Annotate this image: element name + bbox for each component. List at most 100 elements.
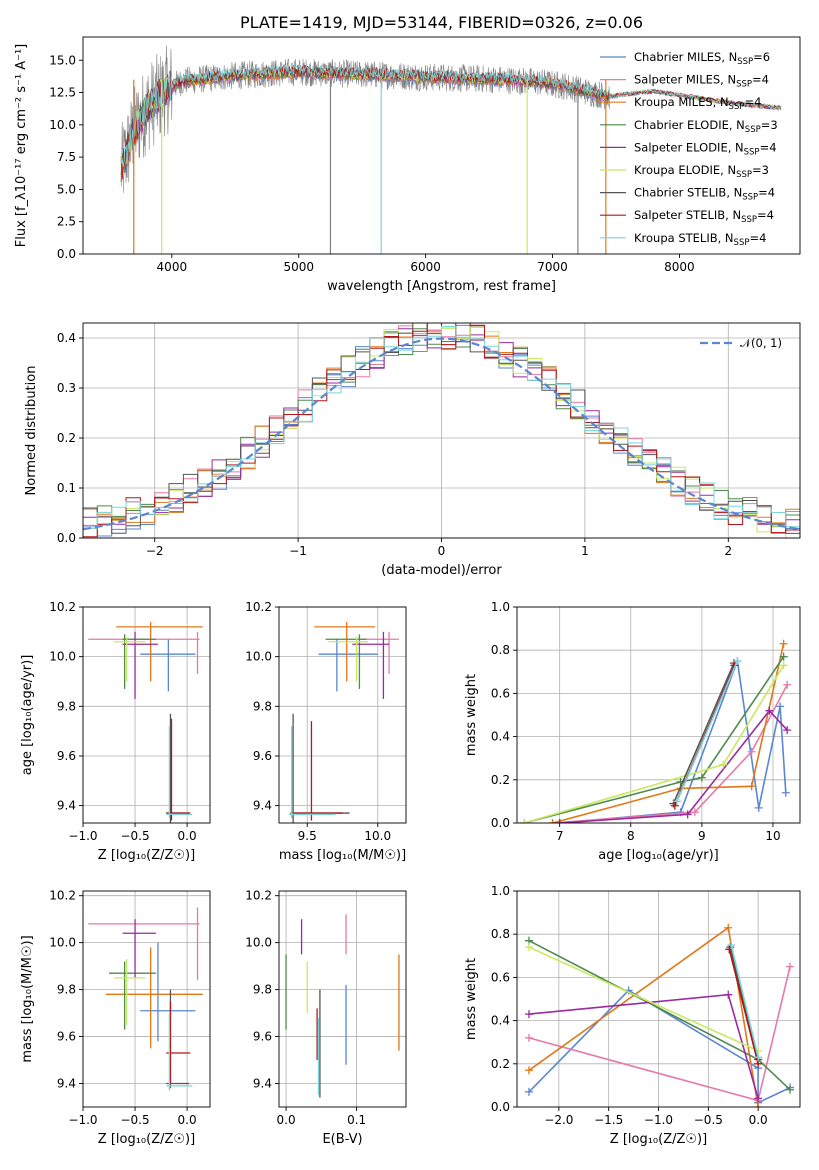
- x-tick-label: 0.0: [277, 1113, 296, 1127]
- y-tick-label: 0.1: [57, 481, 76, 495]
- weight-series-line: [559, 660, 787, 823]
- legend-label-main: Kroupa MILES, N: [634, 95, 729, 109]
- y-tick-label: 9.8: [253, 699, 272, 713]
- weight-series-line: [559, 709, 788, 823]
- chart-title: PLATE=1419, MJD=53144, FIBERID=0326, z=0…: [240, 13, 643, 32]
- weight-marker: [754, 1103, 763, 1107]
- axes-frame: [516, 890, 801, 1108]
- axes-frame: [82, 36, 801, 255]
- axes-frame: [82, 890, 211, 1108]
- weight-marker: [754, 1094, 763, 1103]
- y-tick-label: 15.0: [49, 53, 76, 67]
- weight-marker: [727, 941, 736, 949]
- weight-marker: [754, 803, 763, 812]
- weight-marker: [779, 661, 788, 670]
- y-tick-label: 9.4: [253, 1077, 272, 1091]
- weight-marker: [779, 652, 788, 661]
- x-tick-label: 10.0: [364, 829, 391, 843]
- y-tick-label: 0.0: [491, 1100, 510, 1114]
- x-axis-label: (data-model)/error: [381, 563, 502, 578]
- axes-frame: [516, 606, 801, 824]
- x-tick-label: 6000: [410, 260, 441, 274]
- legend-label: Chabrier MILES, NSSP=6: [634, 50, 770, 67]
- plot-area-spectrum: [120, 45, 782, 254]
- legend-label: Kroupa ELODIE, NSSP=3: [634, 163, 769, 180]
- weight-marker: [747, 782, 756, 791]
- y-tick-label: 10.0: [245, 936, 272, 950]
- weight-marker: [776, 702, 785, 711]
- weight-series-line: [552, 643, 785, 823]
- weight-marker: [672, 797, 681, 806]
- y-tick-label: 0.4: [57, 331, 76, 345]
- x-axis-label: E(B-V): [322, 1132, 362, 1147]
- x-tick-label: 7: [556, 829, 564, 843]
- weight-marker: [786, 962, 795, 971]
- legend-label-main: Chabrier MILES, N: [634, 50, 737, 64]
- weight-marker: [786, 1085, 795, 1094]
- y-axis-label: age [log₁₀(age/yr)]: [20, 655, 35, 776]
- y-tick-label: 0.0: [57, 531, 76, 545]
- x-tick-label: 0.0: [749, 1113, 768, 1127]
- weight-series-line: [528, 989, 791, 1104]
- legend-label-n: =3: [761, 118, 778, 132]
- weight-marker: [733, 657, 742, 665]
- normal-curve: [83, 337, 800, 531]
- weight-marker: [520, 819, 529, 823]
- model-spectrum-line: [120, 63, 610, 168]
- legend-label-n: =6: [753, 50, 770, 64]
- weight-marker: [524, 1066, 533, 1075]
- y-axis-label: Flux [f_λ10⁻¹⁷ erg cm⁻² s⁻¹ A⁻¹]: [14, 44, 29, 248]
- y-tick-label: 10.0: [49, 936, 76, 950]
- legend-label-sub: SSP: [734, 238, 750, 248]
- weight-marker: [690, 808, 699, 817]
- y-tick-label: 0.4: [491, 1014, 510, 1028]
- y-tick-label: 10.0: [49, 118, 76, 132]
- weight-marker: [724, 923, 733, 932]
- legend-label-main: Salpeter MILES, N: [634, 73, 736, 87]
- y-tick-label: 10.2: [245, 889, 272, 903]
- legend-label: Chabrier ELODIE, NSSP=3: [634, 118, 778, 135]
- weight-marker: [555, 819, 564, 823]
- x-axis-label: Z [log₁₀(Z/Z☉)]: [98, 848, 195, 863]
- weight-marker: [524, 943, 533, 952]
- y-tick-label: 9.4: [253, 799, 272, 813]
- weight-series-line: [730, 944, 759, 1058]
- y-tick-label: 10.2: [245, 600, 272, 614]
- y-tick-label: 9.8: [57, 983, 76, 997]
- y-tick-label: 0.6: [491, 970, 510, 984]
- legend-label-sub: SSP: [742, 193, 758, 203]
- y-tick-label: 9.4: [57, 799, 76, 813]
- x-tick-label: −1.0: [68, 829, 97, 843]
- x-axis-label: wavelength [Angstrom, rest frame]: [327, 279, 556, 294]
- legend-label-sub: SSP: [744, 147, 760, 157]
- x-tick-label: 9.5: [298, 829, 317, 843]
- weight-marker: [781, 788, 790, 797]
- legend-label-n: =3: [752, 163, 769, 177]
- weight-marker: [783, 726, 792, 735]
- legend-label-n: =4: [752, 73, 769, 87]
- weight-series-line: [728, 949, 759, 1064]
- y-tick-label: 0.0: [491, 816, 510, 830]
- y-tick-label: 9.6: [57, 1030, 76, 1044]
- y-tick-label: 0.3: [57, 381, 76, 395]
- legend-label-normal: 𝒩(0, 1): [740, 336, 782, 350]
- weight-marker: [724, 990, 733, 999]
- legend-label-n: =4: [744, 95, 761, 109]
- legend-label-n: =4: [758, 186, 775, 200]
- y-tick-label: 9.6: [253, 1030, 272, 1044]
- x-tick-label: 0: [438, 544, 446, 558]
- x-tick-label: −1.0: [644, 1113, 673, 1127]
- y-tick-label: 10.0: [49, 650, 76, 664]
- weight-series-line: [528, 926, 759, 1107]
- x-tick-label: 0.1: [347, 1113, 366, 1127]
- axes-frame: [82, 322, 801, 539]
- residual-histogram: [83, 326, 800, 538]
- x-tick-label: −1.5: [594, 1113, 623, 1127]
- legend-label: Chabrier STELIB, NSSP=4: [634, 186, 775, 203]
- y-tick-label: 0.8: [491, 643, 510, 657]
- y-tick-label: 9.6: [57, 749, 76, 763]
- x-tick-label: −0.5: [120, 829, 149, 843]
- weight-marker: [779, 639, 788, 648]
- legend-label-n: =4: [760, 140, 777, 154]
